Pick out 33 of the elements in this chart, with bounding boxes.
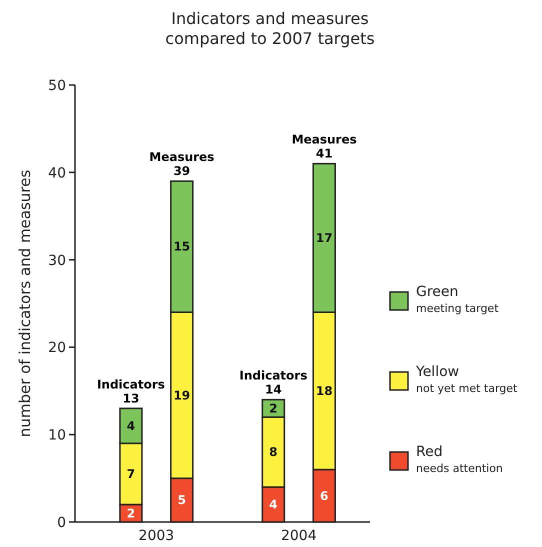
y-tick-label: 10	[48, 428, 66, 444]
data-label: 17	[316, 230, 333, 245]
x-tick-label: Measures	[292, 132, 357, 147]
x-tick-label: Indicators	[239, 368, 308, 383]
y-tick-label: 50	[48, 78, 66, 94]
data-label: 8	[269, 445, 278, 460]
data-label: 15	[173, 240, 190, 254]
legend-label: Green meeting target	[416, 284, 500, 315]
data-label: 7	[126, 466, 136, 481]
data-label: 6	[320, 488, 328, 503]
data-label: 2	[269, 401, 278, 416]
y-axis-title: number of indicators and measures	[16, 170, 34, 438]
total-label: 41	[316, 146, 333, 161]
y-tick-label: 0	[57, 515, 66, 531]
y-tick-label: 20	[48, 340, 66, 356]
text: 2004	[280, 528, 317, 544]
data-label: 18	[316, 384, 333, 398]
text: 2003	[138, 528, 174, 544]
legend-label: Red needs attention	[416, 444, 503, 475]
data-label: 5	[178, 493, 186, 508]
chart-title: Indicators and measures compared to 2007 targets	[165, 9, 375, 48]
total-label: 13	[122, 391, 140, 406]
total-label: 39	[173, 164, 190, 178]
total-label: 14	[265, 382, 282, 397]
y-tick-label: 40	[48, 165, 66, 182]
data-label: 19	[173, 388, 190, 402]
data-label: 4	[126, 418, 136, 433]
data-label: 4	[269, 498, 278, 512]
x-tick-label: Measures	[149, 150, 214, 164]
legend-label: Yellow not yet met target	[415, 364, 518, 395]
data-label: 2	[126, 506, 136, 520]
y-tick-label: 30	[48, 252, 66, 269]
x-tick-label: Indicators	[96, 377, 165, 392]
